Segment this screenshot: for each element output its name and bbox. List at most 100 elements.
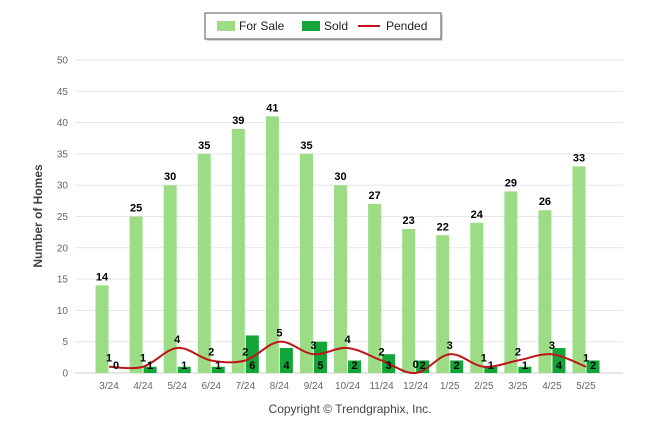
data-label-for-sale: 22	[437, 221, 449, 233]
data-label-sold: 1	[181, 360, 187, 372]
data-label-pended: 3	[549, 340, 555, 352]
bar-sold	[518, 366, 532, 373]
bar-for-sale	[470, 222, 484, 373]
data-label-for-sale: 14	[96, 271, 109, 283]
data-label-sold: 1	[147, 360, 153, 372]
legend-swatch-for-sale	[217, 21, 235, 31]
x-tick-label: 4/24	[133, 381, 153, 392]
data-label-for-sale: 35	[198, 140, 210, 152]
data-label-for-sale: 35	[300, 140, 312, 152]
legend-swatch-sold	[302, 21, 320, 31]
pended-line	[109, 340, 587, 375]
x-tick-label: 3/25	[508, 381, 528, 392]
bar-for-sale	[504, 191, 518, 373]
y-axis-title: Number of Homes	[31, 164, 45, 268]
data-label-sold: 4	[556, 360, 563, 372]
legend: For Sale Sold Pended	[204, 12, 443, 41]
data-label-pended: 1	[583, 353, 589, 365]
bar-for-sale	[95, 285, 109, 373]
data-label-sold: 6	[249, 360, 255, 372]
bar-sold	[348, 360, 362, 373]
bar-for-sale	[368, 203, 382, 373]
bar-sold	[313, 341, 327, 373]
data-label-pended: 3	[447, 340, 453, 352]
data-label-sold: 2	[351, 360, 357, 372]
y-tick-label: 10	[57, 306, 69, 317]
bar-for-sale	[265, 116, 279, 373]
y-tick-label: 5	[62, 337, 68, 348]
data-label-for-sale: 24	[471, 209, 484, 221]
bar-for-sale	[572, 166, 586, 373]
data-label-sold: 2	[590, 360, 596, 372]
bar-sold	[177, 366, 191, 373]
bar-for-sale	[334, 185, 348, 373]
bar-for-sale	[129, 216, 143, 373]
data-label-for-sale: 25	[130, 203, 142, 215]
bar-for-sale	[299, 153, 313, 373]
x-tick-label: 8/24	[270, 381, 290, 392]
y-tick-label: 30	[57, 181, 69, 192]
data-label-pended: 4	[344, 334, 351, 346]
data-label-pended: 2	[208, 346, 214, 358]
pended-line-layer	[109, 340, 587, 375]
data-label-for-sale: 27	[368, 190, 380, 202]
copyright-credit: Copyright © Trendgraphix, Inc.	[269, 402, 432, 416]
bar-sold	[245, 335, 259, 373]
bar-sold	[484, 366, 498, 373]
data-label-for-sale: 39	[232, 115, 244, 127]
data-labels: 1402513013513964143553022732322222412912…	[96, 102, 596, 372]
bar-sold	[279, 347, 293, 373]
data-label-pended: 1	[140, 353, 146, 365]
x-tick-label: 10/24	[335, 381, 360, 392]
data-label-pended: 2	[379, 346, 385, 358]
legend-box	[204, 12, 442, 40]
bar-for-sale	[436, 235, 450, 373]
x-tick-label: 9/24	[304, 381, 324, 392]
data-label-pended: 4	[174, 334, 181, 346]
data-label-for-sale: 41	[266, 102, 278, 114]
data-label-sold: 3	[386, 360, 392, 372]
legend-label-pended: Pended	[386, 19, 427, 33]
data-label-for-sale: 23	[403, 215, 415, 227]
y-tick-label: 25	[57, 212, 69, 223]
x-tick-label: 5/25	[576, 381, 596, 392]
y-tick-label: 45	[57, 87, 69, 98]
x-tick-label: 4/25	[542, 381, 562, 392]
y-tick-label: 35	[57, 149, 69, 160]
data-label-pended: 1	[481, 353, 487, 365]
bar-for-sale	[231, 128, 245, 373]
bar-for-sale	[402, 229, 416, 373]
bar-for-sale	[163, 185, 177, 373]
data-label-pended: 1	[106, 353, 112, 365]
data-label-sold: 1	[215, 360, 221, 372]
x-tick-label: 6/24	[202, 381, 222, 392]
data-label-pended: 2	[242, 346, 248, 358]
y-tick-label: 40	[57, 118, 69, 129]
bar-sold	[211, 366, 225, 373]
data-label-for-sale: 30	[164, 171, 176, 183]
x-tick-label: 5/24	[167, 381, 187, 392]
data-label-sold: 1	[522, 360, 528, 372]
bar-sold	[143, 366, 157, 373]
x-tick-label: 12/24	[403, 381, 428, 392]
bar-for-sale	[538, 210, 552, 373]
x-tick-label: 11/24	[369, 381, 394, 392]
x-tick-label: 2/25	[474, 381, 494, 392]
x-tick-label: 7/24	[236, 381, 256, 392]
data-label-sold: 2	[454, 360, 460, 372]
data-label-sold: 2	[420, 360, 426, 372]
data-label-sold: 0	[113, 360, 119, 372]
x-axis-ticks: 3/24 4/24 5/24 6/24 7/24 8/24 9/24 10/24 11/24 12…	[99, 381, 596, 392]
data-label-pended: 0	[413, 359, 419, 371]
y-axis-ticks: 0 5 10 15 20 25 30 35 40 45 50	[57, 56, 69, 380]
data-label-for-sale: 26	[539, 196, 551, 208]
legend-label-sold: Sold	[324, 19, 348, 33]
data-label-pended: 3	[310, 340, 316, 352]
data-label-sold: 1	[488, 360, 494, 372]
data-label-sold: 5	[317, 360, 323, 372]
y-tick-label: 15	[57, 275, 69, 286]
data-label-for-sale: 33	[573, 152, 585, 164]
y-tick-label: 50	[57, 56, 69, 67]
data-label-pended: 2	[515, 346, 521, 358]
